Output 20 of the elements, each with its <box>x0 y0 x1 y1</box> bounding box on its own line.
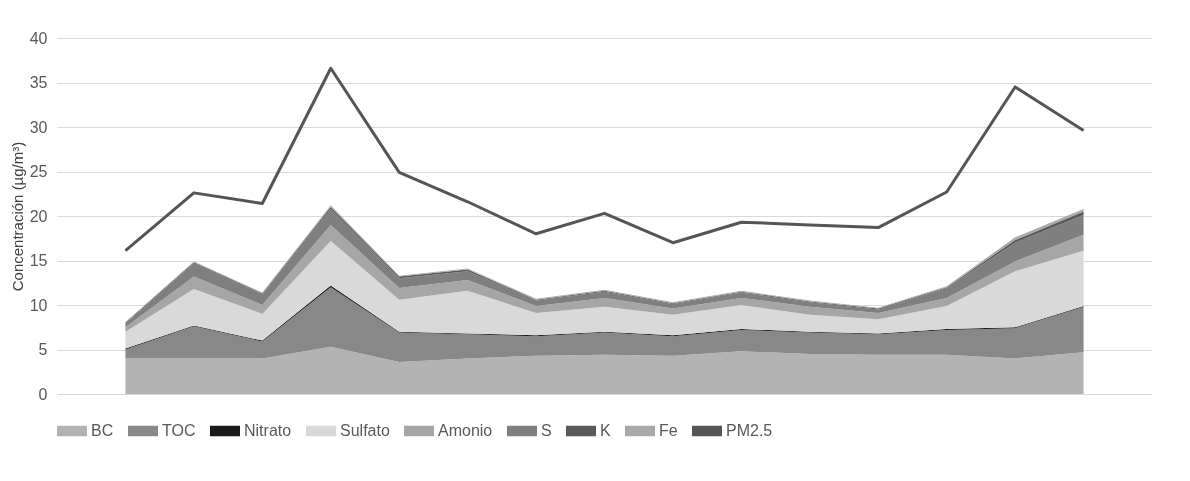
y-tick-label: 30 <box>29 118 48 136</box>
y-tick-label: 25 <box>29 163 48 180</box>
y-tick-label: 15 <box>29 252 48 269</box>
y-tick-label: 0 <box>38 385 48 403</box>
legend-label: K <box>600 422 611 439</box>
y-tick-label: 5 <box>38 341 48 358</box>
legend-label: TOC <box>162 422 196 439</box>
legend-label: S <box>541 422 552 439</box>
y-tick-label: 40 <box>29 29 48 47</box>
legend-label: Nitrato <box>244 422 292 439</box>
legend-label: Amonio <box>438 422 493 439</box>
legend-label: BC <box>91 422 114 439</box>
legend-label: Fe <box>659 422 678 439</box>
y-axis-title: Concentración (µg/m³) <box>8 141 26 292</box>
line-series <box>123 66 1086 253</box>
legend-label: PM2.5 <box>726 422 773 439</box>
legend-label: Sulfato <box>340 422 390 439</box>
y-tick-label: 35 <box>29 74 48 91</box>
y-tick-label: 20 <box>29 207 48 225</box>
y-tick-label: 10 <box>29 296 48 314</box>
